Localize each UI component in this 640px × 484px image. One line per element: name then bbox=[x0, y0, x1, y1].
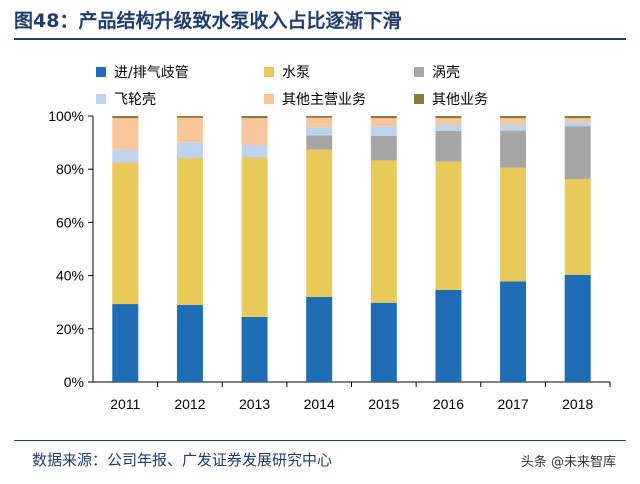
bar-segment-4 bbox=[306, 127, 333, 136]
legend-swatch-other-main-business bbox=[264, 94, 274, 104]
bar-segment-5 bbox=[112, 118, 139, 150]
chart-legend: 进/排气歧管 水泵 涡壳 飞轮壳 其他主营业务 其他业务 bbox=[96, 62, 596, 112]
legend-item-other-main-business: 其他主营业务 bbox=[264, 89, 366, 109]
bar-segment-2 bbox=[176, 158, 203, 305]
legend-label-manifold: 进/排气歧管 bbox=[114, 65, 189, 81]
x-tick-label: 2012 bbox=[174, 396, 205, 412]
bar-segment-4 bbox=[500, 124, 527, 131]
bar-segment-2 bbox=[435, 161, 462, 290]
figure-header: 图48：产品结构升级致水泵收入占比逐渐下滑 bbox=[14, 6, 626, 36]
x-tick-label: 2011 bbox=[110, 396, 140, 412]
bar-segment-3 bbox=[370, 135, 397, 161]
bar-segment-1 bbox=[564, 274, 591, 382]
bar-segment-6 bbox=[176, 116, 203, 118]
bar-segment-6 bbox=[500, 116, 527, 119]
bar-segment-5 bbox=[306, 117, 333, 128]
figure-title: 图48：产品结构升级致水泵收入占比逐渐下滑 bbox=[14, 10, 402, 32]
source-note: 数据来源：公司年报、广发证券发展研究中心 bbox=[32, 451, 333, 469]
bar-segment-2 bbox=[564, 179, 591, 275]
x-tick-label: 2016 bbox=[433, 396, 464, 412]
bar-segment-2 bbox=[112, 162, 139, 305]
bar-segment-1 bbox=[112, 304, 139, 382]
bar-segment-2 bbox=[370, 160, 397, 303]
legend-swatch-turbine-housing bbox=[414, 67, 424, 77]
y-tick-label: 60% bbox=[56, 214, 84, 230]
bar-segment-2 bbox=[241, 157, 268, 317]
bar-segment-3 bbox=[564, 126, 591, 180]
bar-segment-5 bbox=[176, 117, 203, 143]
bar-segment-3 bbox=[435, 130, 462, 162]
stacked-bar-chart: 0% 20% 40% 60% 80% 100% 2011 2012 2013 2014 2015 20… bbox=[48, 108, 611, 412]
bar-segment-4 bbox=[176, 142, 203, 159]
legend-item-other-business: 其他业务 bbox=[414, 89, 488, 109]
bar-segment-2 bbox=[500, 167, 527, 282]
bar-segment-1 bbox=[500, 281, 527, 382]
legend-label-other-main-business: 其他主营业务 bbox=[282, 92, 366, 108]
bar-segment-6 bbox=[370, 116, 397, 119]
bar-segment-1 bbox=[370, 302, 397, 382]
legend-label-flywheel-housing: 飞轮壳 bbox=[114, 92, 156, 108]
bar-segment-6 bbox=[112, 116, 139, 119]
y-tick-label: 20% bbox=[56, 321, 84, 337]
y-tick-label: 40% bbox=[56, 268, 84, 284]
legend-swatch-flywheel-housing bbox=[96, 94, 106, 104]
title-divider bbox=[14, 38, 626, 40]
bar-segment-4 bbox=[435, 124, 462, 131]
bar-segment-6 bbox=[241, 116, 268, 119]
bar-segment-4 bbox=[112, 149, 139, 163]
legend-item-turbine-housing: 涡壳 bbox=[414, 62, 460, 82]
bar-segment-6 bbox=[564, 116, 591, 119]
bar-segment-1 bbox=[306, 296, 333, 382]
legend-label-water-pump: 水泵 bbox=[282, 65, 310, 81]
legend-label-turbine-housing: 涡壳 bbox=[432, 65, 460, 81]
bar-segment-5 bbox=[435, 118, 462, 125]
legend-item-water-pump: 水泵 bbox=[264, 62, 310, 82]
watermark: 头条 @未来智库 bbox=[520, 455, 616, 470]
legend-label-other-business: 其他业务 bbox=[432, 92, 488, 108]
legend-item-flywheel-housing: 飞轮壳 bbox=[96, 89, 156, 109]
x-tick-label: 2018 bbox=[562, 396, 593, 412]
legend-item-manifold: 进/排气歧管 bbox=[96, 62, 189, 82]
bar-segment-3 bbox=[500, 130, 527, 168]
y-tick-label: 0% bbox=[64, 374, 84, 390]
x-tick-label: 2015 bbox=[368, 396, 399, 412]
bar-segment-4 bbox=[370, 126, 397, 136]
bar-segment-1 bbox=[435, 289, 462, 382]
legend-swatch-water-pump bbox=[264, 67, 274, 77]
x-tick-label: 2013 bbox=[239, 396, 270, 412]
bar-segment-6 bbox=[435, 116, 462, 119]
x-tick-label: 2014 bbox=[304, 396, 335, 412]
bar-segment-5 bbox=[370, 118, 397, 127]
bar-segment-1 bbox=[241, 316, 268, 382]
bar-segment-5 bbox=[500, 118, 527, 125]
bar-segment-3 bbox=[306, 135, 333, 150]
legend-swatch-other-business bbox=[414, 94, 424, 104]
x-tick-label: 2017 bbox=[497, 396, 528, 412]
bar-segment-4 bbox=[241, 144, 268, 158]
bar-segment-2 bbox=[306, 149, 333, 297]
y-tick-label: 80% bbox=[56, 161, 84, 177]
bar-segment-4 bbox=[564, 122, 591, 127]
bar-segment-6 bbox=[306, 116, 333, 118]
bar-segment-1 bbox=[176, 304, 203, 382]
footer-divider bbox=[14, 440, 626, 441]
y-tick-label: 100% bbox=[48, 108, 84, 124]
bar-segment-5 bbox=[564, 118, 591, 123]
legend-swatch-manifold bbox=[96, 67, 106, 77]
bar-segment-5 bbox=[241, 118, 268, 145]
